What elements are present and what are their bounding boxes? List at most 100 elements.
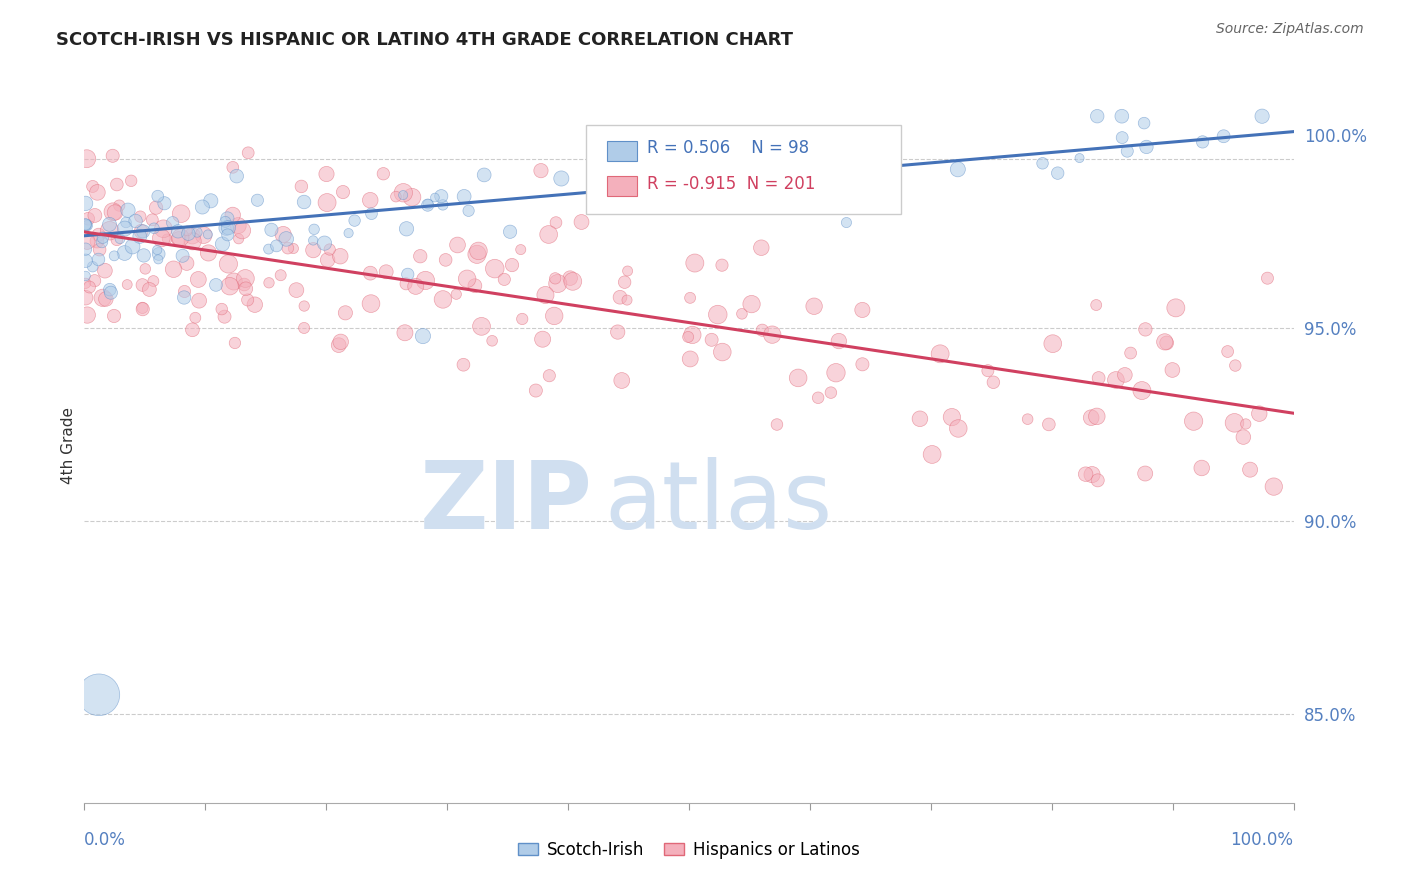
Point [453, 358, 475, 372]
Point [921, 447, 943, 461]
Point [766, 417, 789, 432]
Point [803, 299, 825, 313]
Point [1085, 298, 1108, 312]
Point [100, 285, 122, 300]
Point [105, 233, 128, 247]
Point [1212, 129, 1234, 144]
Point [94, 292, 117, 306]
Point [115, 277, 138, 292]
Point [76, 308, 98, 322]
Point [167, 232, 190, 246]
Point [543, 309, 565, 323]
Point [652, 147, 675, 161]
Point [792, 176, 814, 190]
Point [1156, 335, 1178, 350]
Point [257, 242, 280, 256]
Point [1234, 417, 1257, 431]
Point [537, 227, 560, 242]
Point [524, 384, 547, 398]
Point [1191, 135, 1213, 149]
Point [105, 178, 128, 192]
Point [1085, 409, 1108, 424]
Point [751, 323, 773, 337]
Point [328, 338, 350, 352]
Point [1046, 166, 1069, 180]
Point [302, 243, 325, 257]
Point [143, 221, 166, 235]
Point [510, 312, 533, 326]
Point [547, 277, 569, 291]
Point [101, 149, 124, 163]
Point [146, 189, 169, 203]
Point [1239, 463, 1261, 477]
Point [1038, 417, 1060, 432]
Point [713, 143, 735, 157]
Point [804, 142, 827, 156]
Point [855, 170, 877, 185]
Point [302, 222, 325, 236]
Point [134, 261, 156, 276]
Point [472, 168, 495, 182]
Point [1153, 334, 1175, 349]
Point [929, 347, 952, 361]
Point [941, 410, 963, 425]
Point [290, 179, 312, 194]
Point [211, 237, 233, 252]
Point [329, 249, 352, 263]
Point [214, 310, 236, 324]
Point [82, 179, 104, 194]
Point [1135, 467, 1157, 481]
Point [796, 126, 818, 140]
Point [395, 277, 418, 291]
Point [270, 268, 292, 283]
Point [332, 185, 354, 199]
Point [446, 238, 468, 252]
Point [271, 227, 294, 242]
Point [82, 260, 104, 274]
Point [162, 216, 184, 230]
Point [224, 335, 246, 350]
Point [75, 277, 97, 291]
Point [1191, 461, 1213, 475]
Point [188, 293, 211, 308]
Point [292, 321, 315, 335]
Point [679, 351, 702, 366]
Point [1085, 109, 1108, 123]
Point [730, 164, 752, 178]
Point [103, 309, 125, 323]
Point [90, 235, 112, 249]
Point [747, 200, 769, 214]
FancyBboxPatch shape [607, 141, 637, 161]
Point [394, 326, 416, 340]
Point [731, 307, 754, 321]
Point [176, 256, 198, 270]
Point [825, 366, 848, 380]
Point [153, 196, 176, 211]
Point [191, 200, 214, 214]
Point [946, 162, 969, 177]
Point [499, 225, 522, 239]
Point [616, 264, 638, 278]
Point [360, 207, 382, 221]
Point [181, 235, 204, 249]
Point [494, 272, 516, 286]
Point [1256, 271, 1278, 285]
Point [1135, 140, 1157, 154]
Point [214, 215, 236, 229]
Point [152, 221, 174, 235]
Point [94, 263, 117, 277]
Point [1161, 363, 1184, 377]
Point [1251, 109, 1274, 123]
Point [114, 221, 136, 235]
Point [530, 163, 553, 178]
Point [851, 357, 873, 371]
Point [225, 169, 247, 183]
Point [218, 279, 240, 293]
Point [335, 306, 357, 320]
Point [146, 243, 169, 257]
Point [1032, 156, 1054, 170]
Point [316, 252, 339, 267]
Point [86, 234, 108, 248]
Point [236, 293, 259, 307]
Text: R = 0.506    N = 98: R = 0.506 N = 98 [647, 139, 808, 157]
